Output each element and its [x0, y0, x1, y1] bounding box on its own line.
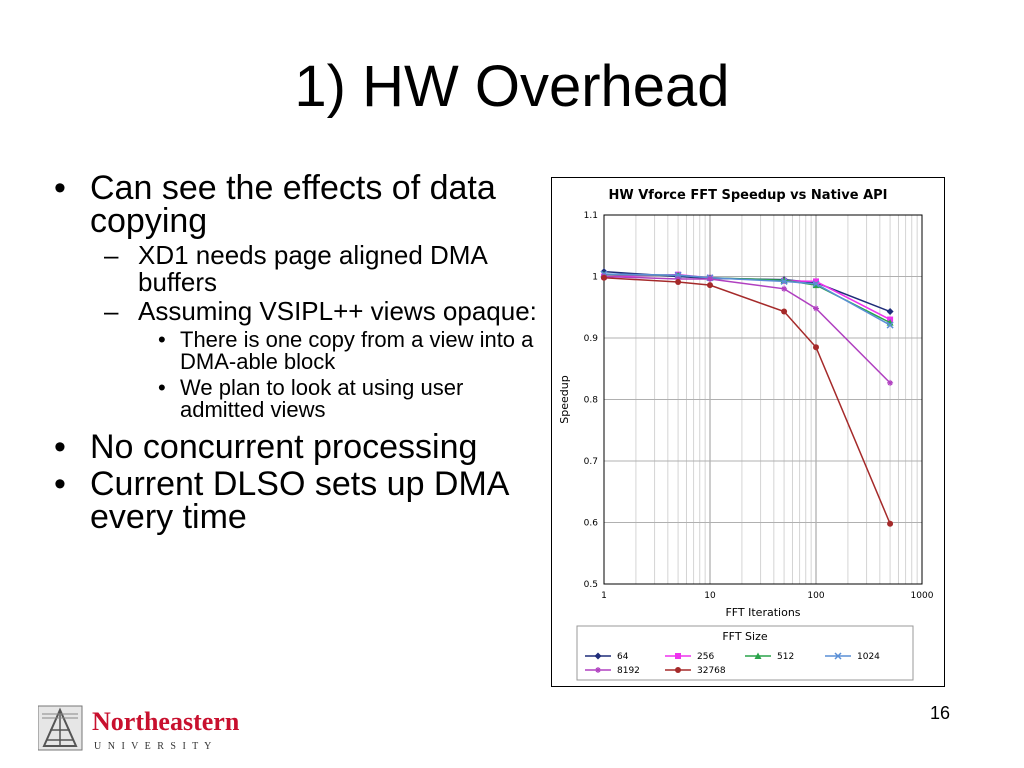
data-point	[781, 285, 788, 292]
bullet-item: Current DLSO sets up DMA every time	[48, 467, 548, 534]
legend-item-256: 256	[665, 652, 714, 662]
logo-subtitle: U N I V E R S I T Y	[94, 741, 213, 752]
series-line	[603, 273, 891, 326]
data-point	[813, 278, 819, 285]
legend-label: 512	[777, 652, 794, 662]
seal-icon	[38, 705, 83, 751]
legend-marker	[675, 667, 681, 673]
sub-sub-bullet-item: We plan to look at using user admitted v…	[158, 377, 548, 421]
y-tick-label: 0.8	[584, 396, 599, 406]
data-point	[707, 275, 713, 282]
sub-sub-bullet-item: There is one copy from a view into a DMA…	[158, 329, 548, 373]
x-tick-label: 1000	[911, 591, 934, 601]
legend-item-512: 512	[745, 652, 794, 662]
legend: FFT Size 64 256 512 1024 8192 32768	[576, 625, 914, 681]
y-tick-label: 0.9	[584, 334, 599, 344]
data-point	[780, 277, 788, 285]
legend-item-32768: 32768	[665, 666, 726, 676]
series-lines	[600, 268, 894, 527]
y-tick-label: 1	[592, 273, 598, 283]
slide-title: 1) HW Overhead	[294, 54, 730, 119]
y-tick-label: 0.5	[584, 580, 598, 590]
data-point	[813, 344, 819, 351]
chart-frame: HW Vforce FFT Speedup vs Native API 1 10 1…	[551, 177, 945, 687]
y-axis-label: Speedup	[558, 375, 571, 423]
legend-items: 64 256 512 1024 8192 32768	[585, 652, 880, 676]
series-line	[603, 276, 891, 525]
data-point	[781, 308, 788, 315]
page-number: 16	[930, 703, 951, 723]
legend-title: FFT Size	[722, 630, 767, 643]
northeastern-logo: Northeastern U N I V E R S I T Y	[38, 705, 240, 752]
y-tick-label: 1.1	[584, 211, 598, 221]
x-tick-label: 100	[807, 591, 824, 601]
series-line	[603, 273, 891, 321]
data-point	[887, 520, 894, 527]
series-32768	[601, 274, 894, 527]
legend-marker	[834, 652, 842, 660]
legend-label: 64	[617, 652, 629, 662]
legend-label: 8192	[617, 666, 640, 676]
data-point	[813, 305, 819, 312]
legend-label: 32768	[697, 666, 726, 676]
data-point	[675, 279, 682, 286]
y-tick-label: 0.6	[584, 519, 599, 529]
y-tick-label: 0.7	[584, 457, 598, 467]
plot-area	[603, 214, 923, 585]
legend-label: 1024	[857, 652, 880, 662]
x-tick-label: 1	[601, 591, 607, 601]
legend-box	[576, 625, 914, 681]
legend-marker	[595, 667, 601, 673]
data-point	[886, 308, 894, 316]
legend-label: 256	[697, 652, 714, 662]
legend-item-1024: 1024	[825, 652, 880, 662]
legend-item-8192: 8192	[585, 666, 640, 676]
logo-wordmark: Northeastern	[92, 707, 240, 736]
x-axis-label: FFT Iterations	[725, 606, 800, 619]
bullet-item: No concurrent processing	[48, 430, 548, 464]
chart-title: HW Vforce FFT Speedup vs Native API	[608, 188, 887, 203]
grid	[603, 214, 923, 585]
series-line	[603, 275, 891, 384]
sub-bullet-item: Assuming VSIPL++ views opaque:	[104, 298, 548, 326]
data-point	[707, 282, 713, 289]
axis-ticks: 1 10 100 1000 0.5 0.6 0.7 0.8 0.9 1 1.1	[584, 211, 934, 601]
legend-marker	[594, 652, 602, 660]
sub-bullet-item: XD1 needs page aligned DMA buffers	[104, 242, 548, 296]
data-point	[675, 275, 682, 282]
x-tick-label: 10	[704, 591, 716, 601]
legend-item-64: 64	[585, 652, 629, 662]
data-point	[887, 379, 894, 386]
speedup-chart: HW Vforce FFT Speedup vs Native API 1 10 1…	[558, 188, 934, 681]
series-8192	[601, 273, 894, 386]
legend-marker	[675, 653, 681, 659]
bullet-list: Can see the effects of data copying XD1 …	[48, 171, 548, 538]
data-point	[886, 321, 894, 329]
data-point	[601, 274, 607, 281]
legend-marker	[754, 652, 762, 659]
bullet-item: Can see the effects of data copying	[48, 171, 548, 238]
data-point	[812, 280, 820, 288]
